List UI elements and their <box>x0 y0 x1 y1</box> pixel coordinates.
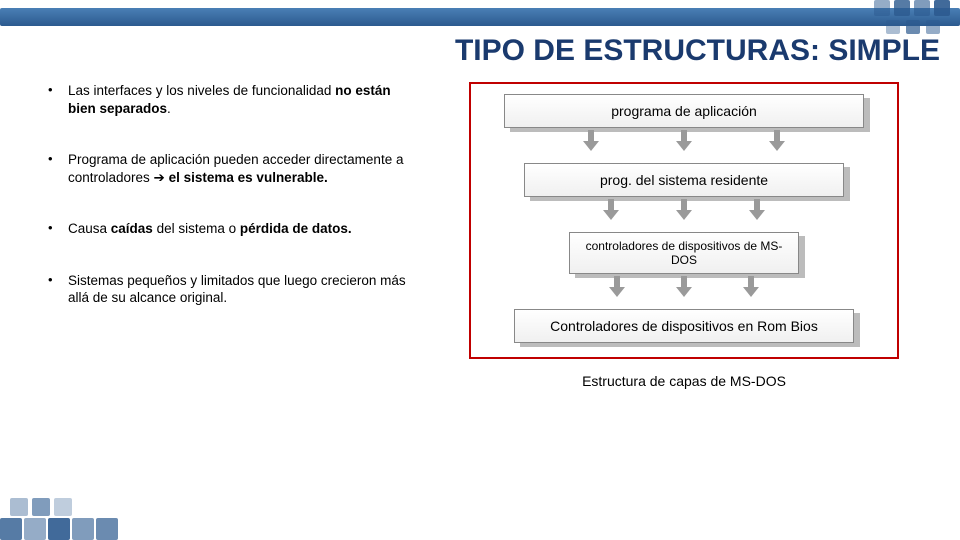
layer-box-rombios: Controladores de dispositivos en Rom Bio… <box>514 309 854 343</box>
arrow-row <box>574 200 794 226</box>
decoration-bottom-left <box>0 490 180 540</box>
layer-box-msdos-drivers: controladores de dispositivos de MS-DOS <box>569 232 799 274</box>
arrow-row <box>544 131 824 157</box>
content-area: Las interfaces y los niveles de funciona… <box>48 82 940 520</box>
bullet-bold2: pérdida de datos. <box>240 221 352 236</box>
bullet-bold: el sistema es vulnerable. <box>169 170 328 185</box>
layer-stack: programa de aplicación prog. del sistema… <box>485 94 883 343</box>
bullet-list: Las interfaces y los niveles de funciona… <box>48 82 428 520</box>
layer-box-resident: prog. del sistema residente <box>524 163 844 197</box>
arrow-row <box>584 277 784 303</box>
bullet-bold: caídas <box>111 221 153 236</box>
bullet-item: Causa caídas del sistema o pérdida de da… <box>48 220 408 238</box>
bullet-tail: . <box>167 101 171 116</box>
bullet-text: Sistemas pequeños y limitados que luego … <box>68 273 406 306</box>
diagram-frame: programa de aplicación prog. del sistema… <box>469 82 899 359</box>
bullet-item: Sistemas pequeños y limitados que luego … <box>48 272 408 307</box>
layer-box-app: programa de aplicación <box>504 94 864 128</box>
diagram-column: programa de aplicación prog. del sistema… <box>428 82 940 520</box>
slide-title: TIPO DE ESTRUCTURAS: SIMPLE <box>0 34 950 68</box>
bullet-text: Las interfaces y los niveles de funciona… <box>68 83 335 98</box>
header-bar <box>0 8 960 26</box>
diagram-caption: Estructura de capas de MS-DOS <box>469 373 899 389</box>
bullet-item: Las interfaces y los niveles de funciona… <box>48 82 408 117</box>
bullet-text: Causa <box>68 221 111 236</box>
bullet-mid: del sistema o <box>153 221 240 236</box>
bullet-item: Programa de aplicación pueden acceder di… <box>48 151 408 186</box>
